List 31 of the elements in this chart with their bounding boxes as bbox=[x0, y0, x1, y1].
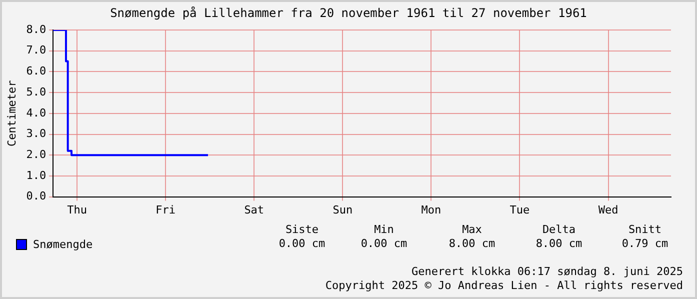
x-tick-label: Mon bbox=[421, 203, 442, 216]
x-tick-label: Sat bbox=[244, 203, 264, 216]
y-tick-label: 0.0 bbox=[26, 190, 46, 203]
text: Max bbox=[461, 223, 483, 236]
y-tick-label: 7.0 bbox=[26, 44, 46, 57]
y-tick-label: 3.0 bbox=[26, 127, 46, 140]
legend-label: Snømengde bbox=[33, 238, 93, 251]
text: Delta bbox=[541, 223, 577, 236]
x-tick-label: Tue bbox=[510, 203, 530, 216]
text: Generert klokka 06:17 søndag 8. juni 2025 bbox=[411, 265, 683, 278]
text: Copyright 2025 © Jo Andreas Lien - All rights reserved bbox=[325, 279, 683, 292]
y-tick-label: 8.0 bbox=[26, 22, 46, 36]
y-tick-label: 4.0 bbox=[26, 106, 46, 120]
x-tick-label: Thu bbox=[67, 203, 87, 216]
x-tick-label: Sun bbox=[332, 203, 353, 216]
text: 0.79 cm bbox=[620, 237, 670, 250]
text: 0.00 cm bbox=[278, 237, 326, 250]
y-tick-label: 2.0 bbox=[26, 148, 46, 161]
y-tick-label: 6.0 bbox=[26, 64, 46, 78]
y-tick-label: 5.0 bbox=[26, 85, 46, 98]
x-tick-label: Fri bbox=[156, 203, 176, 216]
text: Siste bbox=[284, 223, 320, 236]
text: Snitt bbox=[627, 223, 663, 236]
text: Min bbox=[373, 223, 395, 236]
chart-title: Snømengde på Lillehammer fra 20 november 1961 til 27 november 1961 bbox=[109, 6, 588, 20]
text: 8.00 cm bbox=[448, 237, 496, 250]
y-axis-title: Centimeter bbox=[5, 80, 18, 147]
text: 0.00 cm bbox=[360, 237, 408, 250]
x-tick-label: Wed bbox=[598, 203, 618, 216]
text: 8.00 cm bbox=[534, 237, 584, 250]
y-tick-label: 1.0 bbox=[26, 168, 46, 182]
